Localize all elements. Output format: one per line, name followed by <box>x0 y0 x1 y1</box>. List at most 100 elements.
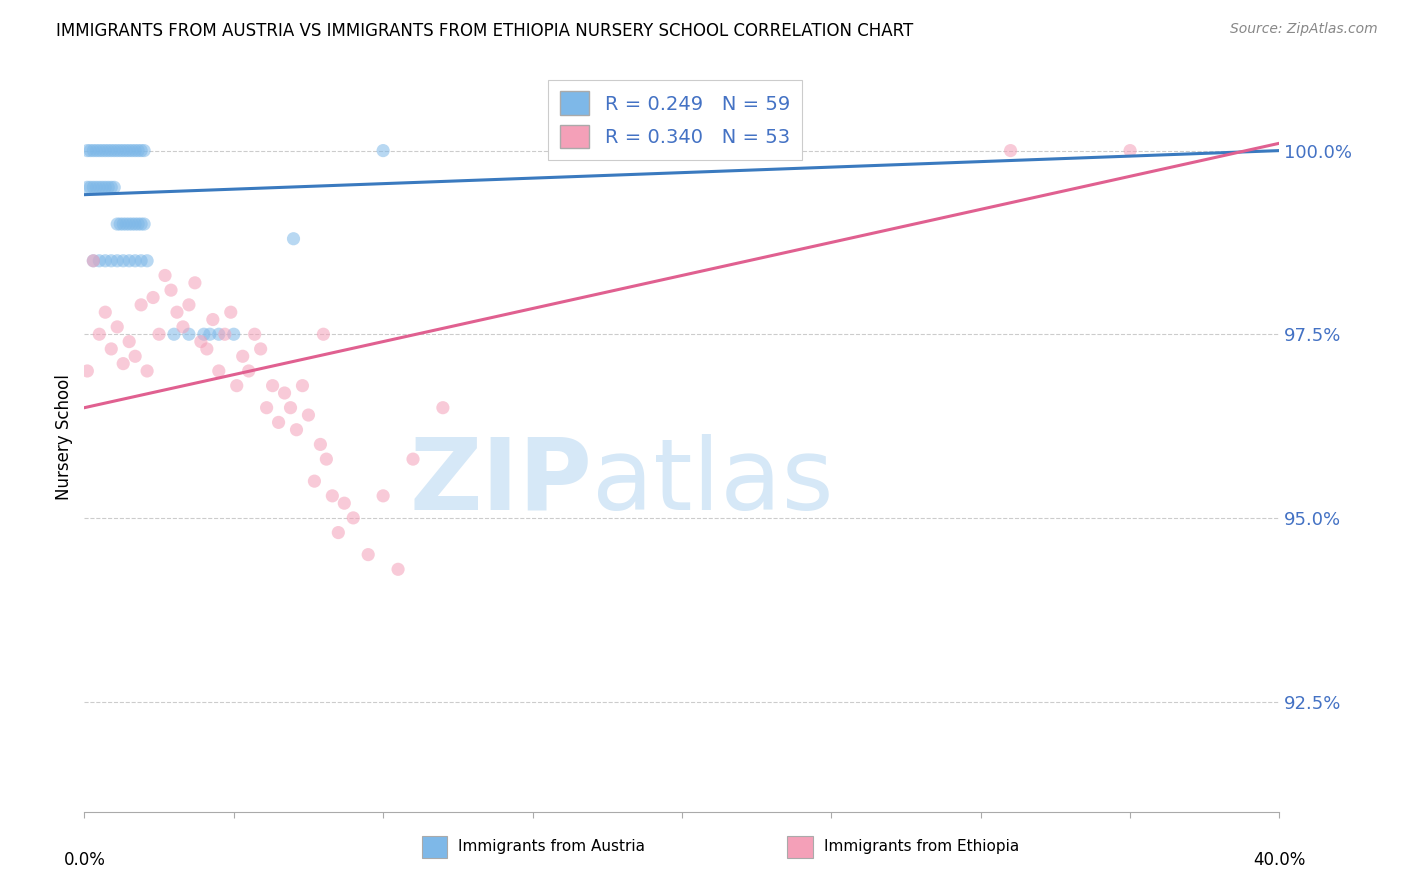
Point <box>280 401 302 415</box>
Point <box>127 217 149 231</box>
Point <box>112 357 135 371</box>
Point <box>256 401 278 415</box>
Point <box>148 327 170 342</box>
Point <box>136 364 159 378</box>
Point <box>124 144 146 158</box>
Point <box>89 327 111 342</box>
Point <box>115 217 138 231</box>
Point <box>373 144 395 158</box>
Point <box>110 217 132 231</box>
Point <box>267 416 290 430</box>
Point <box>105 319 128 334</box>
Bar <box>422 836 447 858</box>
Point <box>402 452 425 467</box>
Point <box>142 291 165 305</box>
Point <box>82 144 104 158</box>
Point <box>315 452 337 467</box>
Point <box>127 144 149 158</box>
Point <box>304 474 326 488</box>
Point <box>132 217 156 231</box>
Point <box>193 327 215 342</box>
Point <box>115 144 138 158</box>
Point <box>76 180 98 194</box>
Text: 0.0%: 0.0% <box>63 851 105 869</box>
Point <box>100 342 122 356</box>
Point <box>132 144 156 158</box>
Point <box>112 217 135 231</box>
Point <box>273 386 295 401</box>
Point <box>432 401 454 415</box>
Point <box>82 253 104 268</box>
Point <box>285 423 308 437</box>
Point <box>86 144 108 158</box>
Point <box>222 327 245 342</box>
Point <box>153 268 176 283</box>
Point <box>112 144 135 158</box>
Point <box>291 378 314 392</box>
Point <box>1000 144 1022 158</box>
Point <box>297 408 319 422</box>
Point <box>208 364 231 378</box>
Text: Source: ZipAtlas.com: Source: ZipAtlas.com <box>1230 22 1378 37</box>
Text: 40.0%: 40.0% <box>1253 851 1306 869</box>
Point <box>100 144 122 158</box>
Point <box>214 327 236 342</box>
Point <box>100 253 122 268</box>
Text: Immigrants from Austria: Immigrants from Austria <box>458 839 645 855</box>
Point <box>91 144 114 158</box>
Point <box>184 276 207 290</box>
Point <box>103 144 125 158</box>
Point <box>124 253 146 268</box>
Point <box>166 305 188 319</box>
Point <box>118 217 141 231</box>
Point <box>105 217 128 231</box>
Point <box>86 180 108 194</box>
Point <box>225 378 247 392</box>
Point <box>82 180 104 194</box>
Point <box>198 327 221 342</box>
Point <box>195 342 218 356</box>
Point <box>94 180 117 194</box>
Point <box>82 253 104 268</box>
Point <box>172 319 194 334</box>
Point <box>110 144 132 158</box>
Bar <box>787 836 813 858</box>
Point <box>124 217 146 231</box>
Point <box>357 548 380 562</box>
Point <box>373 489 395 503</box>
Point <box>129 144 152 158</box>
Point <box>177 298 200 312</box>
Point <box>136 253 159 268</box>
Point <box>309 437 332 451</box>
Point <box>112 253 135 268</box>
Point <box>97 180 120 194</box>
Point <box>89 253 111 268</box>
Point <box>105 253 128 268</box>
Point <box>79 180 101 194</box>
Point <box>201 312 224 326</box>
Point <box>238 364 260 378</box>
Point <box>103 180 125 194</box>
Text: IMMIGRANTS FROM AUSTRIA VS IMMIGRANTS FROM ETHIOPIA NURSERY SCHOOL CORRELATION C: IMMIGRANTS FROM AUSTRIA VS IMMIGRANTS FR… <box>56 22 914 40</box>
Point <box>160 283 183 297</box>
Point <box>121 144 143 158</box>
Point <box>105 144 128 158</box>
Point <box>79 144 101 158</box>
Point <box>91 180 114 194</box>
Point <box>129 298 152 312</box>
Point <box>328 525 350 540</box>
Point <box>118 334 141 349</box>
Text: Immigrants from Ethiopia: Immigrants from Ethiopia <box>824 839 1019 855</box>
Point <box>208 327 231 342</box>
Point <box>1119 144 1142 158</box>
Y-axis label: Nursery School: Nursery School <box>55 374 73 500</box>
Point <box>129 253 152 268</box>
Point <box>94 305 117 319</box>
Point <box>333 496 356 510</box>
Point <box>177 327 200 342</box>
Point <box>121 217 143 231</box>
Point <box>243 327 266 342</box>
Point <box>190 334 212 349</box>
Point <box>100 180 122 194</box>
Point <box>76 144 98 158</box>
